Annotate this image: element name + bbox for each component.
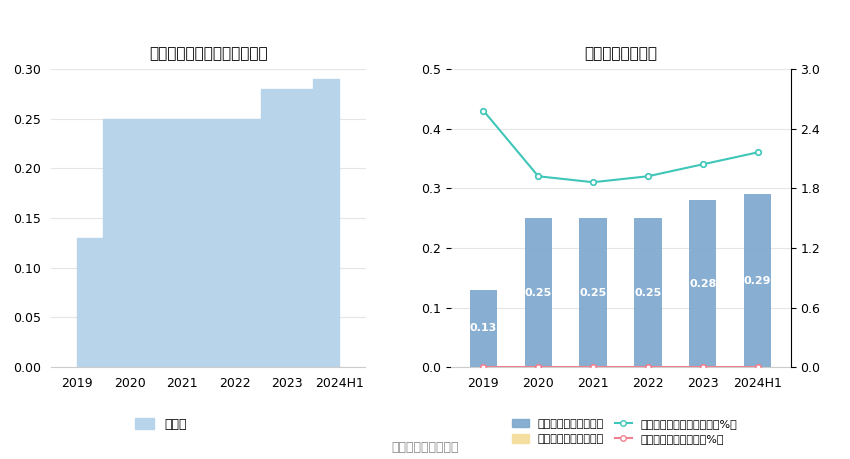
Bar — [634, 218, 661, 367]
Text: 0.28: 0.28 — [689, 279, 717, 289]
Bar — [470, 290, 497, 367]
Bar — [524, 218, 552, 367]
Text: 0.25: 0.25 — [634, 288, 661, 297]
Bar — [580, 218, 607, 367]
Text: 数据来源：恒生聚源: 数据来源：恒生聚源 — [391, 442, 459, 454]
Text: 0.29: 0.29 — [744, 276, 771, 285]
Title: 近年存货变化堆积图（亿元）: 近年存货变化堆积图（亿元） — [149, 46, 268, 61]
Text: 0.13: 0.13 — [470, 324, 497, 333]
Text: 0.25: 0.25 — [524, 288, 552, 297]
Legend: 存货账面价值（亿元）, 存货跌价准备（亿元）, 右轴：存货占净资产比例（%）, 右轴：存货计提比例（%）: 存货账面价值（亿元）, 存货跌价准备（亿元）, 右轴：存货占净资产比例（%）, … — [507, 414, 742, 449]
Bar — [744, 194, 771, 367]
Legend: 原材料: 原材料 — [130, 413, 192, 436]
Title: 历年存货变动情况: 历年存货变动情况 — [584, 46, 657, 61]
Text: 0.25: 0.25 — [580, 288, 607, 297]
Bar — [689, 200, 717, 367]
